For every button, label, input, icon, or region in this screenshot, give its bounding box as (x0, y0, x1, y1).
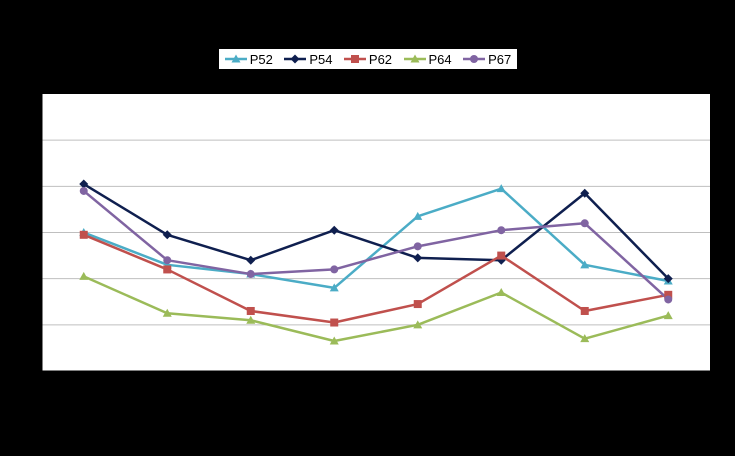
data-point-p62 (413, 300, 422, 309)
data-point-p54 (329, 225, 339, 235)
legend-label: P64 (428, 51, 452, 67)
data-point-p54 (580, 188, 590, 198)
legend-label: P62 (368, 51, 393, 67)
legend-label: P54 (309, 51, 333, 67)
data-point-p67 (163, 256, 172, 265)
data-point-p62 (163, 265, 172, 274)
series-line-p62 (83, 233, 669, 324)
data-point-p64 (413, 320, 423, 329)
data-point-p67 (580, 219, 589, 228)
legend-marker-p67 (470, 55, 479, 63)
data-point-p52 (413, 211, 423, 220)
legend-marker-p64 (410, 54, 419, 63)
data-point-p67 (664, 295, 673, 304)
legend-marker-p62 (350, 55, 359, 63)
data-point-p67 (79, 186, 88, 195)
data-point-p54 (79, 179, 89, 189)
legend-item-p62: P62 (343, 51, 393, 67)
data-point-p64 (496, 288, 506, 297)
legend-item-p64: P64 (403, 51, 452, 67)
data-point-p54 (246, 255, 256, 265)
data-point-p64 (329, 336, 339, 345)
data-point-p62 (246, 306, 255, 315)
legend-swatch-p67 (463, 55, 486, 63)
data-point-p52 (496, 184, 506, 193)
legend-swatch-p52 (224, 54, 247, 63)
data-point-p64 (79, 271, 89, 280)
data-point-p62 (664, 290, 673, 299)
data-point-p52 (329, 283, 339, 292)
data-point-p52 (580, 260, 590, 269)
series-line-p52 (83, 187, 669, 290)
legend-marker-p54 (290, 54, 300, 64)
legend-marker-p52 (231, 54, 241, 63)
series-line-p54 (83, 182, 670, 280)
data-point-p67 (246, 270, 255, 279)
legend-label: P67 (488, 51, 512, 67)
data-point-p67 (330, 265, 339, 274)
data-point-p64 (162, 308, 172, 317)
data-point-p54 (162, 230, 172, 240)
data-point-p54 (413, 253, 423, 263)
data-point-p64 (663, 311, 673, 320)
series-line-p64 (83, 275, 669, 343)
data-point-p62 (497, 251, 506, 260)
series-line-p67 (82, 189, 670, 301)
data-point-p54 (663, 274, 673, 284)
legend-swatch-p62 (343, 55, 366, 63)
legend-item-p54: P54 (284, 52, 332, 67)
chart-legend: P52 P54 P62 P64 P67 (218, 48, 518, 70)
data-point-p64 (246, 315, 256, 324)
data-point-p67 (413, 242, 422, 251)
legend-swatch-p54 (284, 54, 307, 64)
data-point-p67 (497, 226, 506, 235)
legend-item-p67: P67 (463, 52, 511, 67)
legend-swatch-p64 (403, 54, 426, 63)
legend-item-p52: P52 (224, 51, 273, 67)
data-point-p62 (580, 306, 589, 315)
data-point-p64 (580, 334, 590, 343)
data-point-p62 (330, 318, 339, 327)
legend-label: P52 (249, 51, 273, 67)
data-point-p62 (79, 230, 88, 239)
